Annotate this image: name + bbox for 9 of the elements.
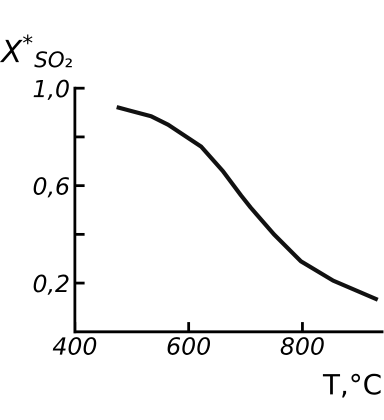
y-tick-label: 1,0 xyxy=(34,80,69,100)
x-tick-label: 400 xyxy=(52,337,96,355)
x-tick-label: 800 xyxy=(280,337,324,355)
line-series xyxy=(116,106,378,301)
x-tick-label: 600 xyxy=(168,337,210,355)
y-axis-title: X$^{*}$$_{SO₂}$ xyxy=(0,34,72,68)
x-axis-title: T,°C xyxy=(322,374,381,398)
y-tick-label: 0,6 xyxy=(34,177,69,198)
y-tick-label: 0,2 xyxy=(34,274,69,295)
